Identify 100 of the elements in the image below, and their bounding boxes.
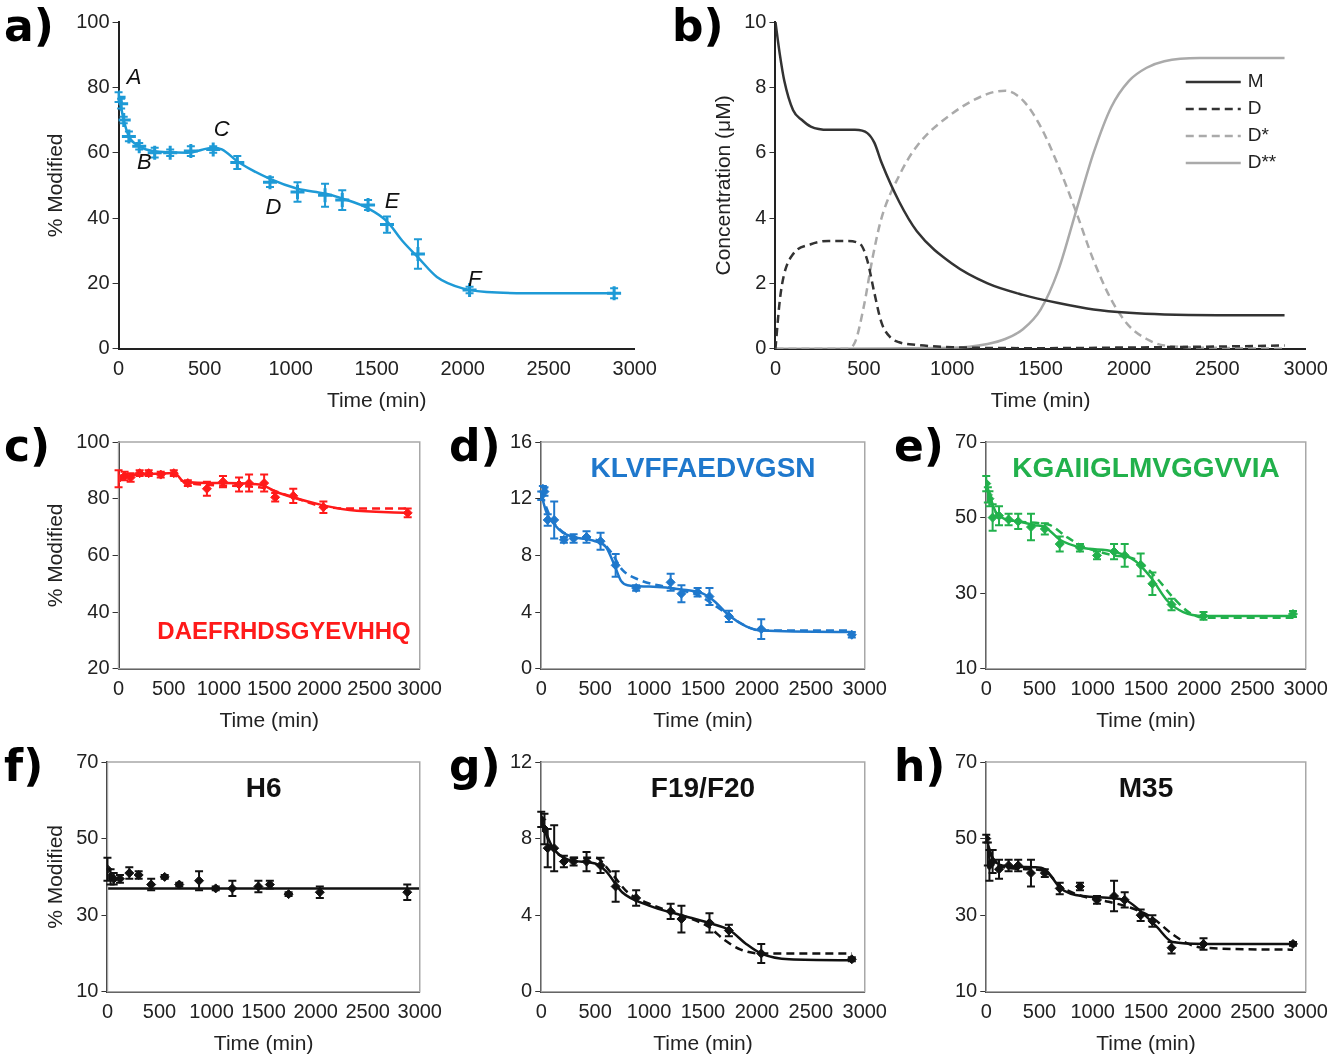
x-tick-label: 1000 bbox=[268, 357, 313, 380]
y-tick-label: 50 bbox=[955, 505, 978, 528]
y-axis-title: % Modified bbox=[43, 133, 67, 238]
x-tick-label: 2000 bbox=[293, 1000, 338, 1023]
x-tick-label: 500 bbox=[847, 357, 881, 380]
x-axis-title: Time (min) bbox=[326, 388, 427, 412]
x-tick-label: 2000 bbox=[734, 677, 780, 700]
x-tick-label: 2000 bbox=[297, 677, 342, 700]
x-tick-label: 500 bbox=[142, 1000, 177, 1023]
y-tick-label: 40 bbox=[87, 599, 110, 622]
legend-label: D bbox=[1247, 97, 1262, 119]
y-tick-label: 30 bbox=[955, 580, 978, 603]
y-axis-title: Concentration (μM) bbox=[711, 95, 735, 276]
annotation: C bbox=[213, 115, 230, 141]
x-axis-title: Time (min) bbox=[653, 708, 753, 732]
y-tick-label: 60 bbox=[87, 140, 110, 163]
y-tick-label: 30 bbox=[76, 902, 99, 925]
annotation: A bbox=[124, 63, 142, 89]
annotation: KLVFFAEDVGSN bbox=[590, 451, 816, 483]
y-tick-label: 80 bbox=[87, 486, 110, 509]
x-tick-label: 3000 bbox=[842, 1000, 887, 1023]
x-tick-label: 3000 bbox=[397, 677, 442, 700]
chart-title: a) bbox=[4, 0, 54, 51]
x-tick-label: 1000 bbox=[1070, 677, 1115, 700]
x-tick-label: 500 bbox=[1022, 1000, 1057, 1023]
x-tick-label: 2000 bbox=[1177, 1000, 1222, 1023]
x-tick-label: 1000 bbox=[626, 1000, 672, 1023]
y-tick-label: 60 bbox=[87, 542, 110, 565]
x-tick-label: 0 bbox=[980, 677, 992, 700]
x-tick-label: 2500 bbox=[345, 1000, 390, 1023]
y-tick-label: 16 bbox=[510, 429, 533, 452]
x-tick-label: 0 bbox=[535, 1000, 547, 1023]
x-tick-label: 1500 bbox=[246, 677, 292, 700]
x-tick-label: 1500 bbox=[1018, 357, 1063, 380]
chart-title: f) bbox=[4, 740, 44, 791]
y-tick-label: 30 bbox=[955, 902, 978, 925]
x-tick-label: 2000 bbox=[734, 1000, 780, 1023]
x-tick-label: 2000 bbox=[440, 357, 485, 380]
x-tick-label: 0 bbox=[769, 357, 782, 380]
x-tick-label: 1500 bbox=[354, 357, 399, 380]
y-tick-label: 4 bbox=[755, 205, 767, 228]
x-axis-title: Time (min) bbox=[990, 388, 1091, 412]
x-tick-label: 500 bbox=[578, 1000, 612, 1023]
y-tick-label: 100 bbox=[76, 9, 110, 32]
y-tick-label: 12 bbox=[510, 486, 533, 509]
y-tick-label: 4 bbox=[521, 599, 533, 622]
x-tick-label: 1500 bbox=[1123, 677, 1169, 700]
legend-label: M bbox=[1247, 70, 1264, 92]
annotation: F bbox=[468, 266, 484, 292]
y-tick-label: 10 bbox=[955, 979, 978, 1002]
x-tick-label: 1500 bbox=[680, 677, 726, 700]
x-tick-label: 1500 bbox=[1123, 1000, 1169, 1023]
x-tick-label: 3000 bbox=[1283, 1000, 1328, 1023]
x-tick-label: 1000 bbox=[1070, 1000, 1115, 1023]
chart-title: e) bbox=[894, 420, 944, 471]
annotation: M35 bbox=[1118, 772, 1174, 804]
annotation: KGAIIGLMVGGVVIA bbox=[1012, 451, 1280, 483]
x-tick-label: 0 bbox=[980, 1000, 992, 1023]
x-tick-label: 3000 bbox=[1283, 677, 1328, 700]
y-tick-label: 10 bbox=[76, 979, 99, 1002]
legend-label: D** bbox=[1247, 151, 1277, 173]
y-axis-title: % Modified bbox=[43, 503, 67, 608]
x-tick-label: 1500 bbox=[680, 1000, 726, 1023]
x-tick-label: 2500 bbox=[788, 677, 834, 700]
annotation: H6 bbox=[245, 772, 282, 804]
annotation: D bbox=[265, 194, 282, 220]
y-axis-title: % Modified bbox=[43, 824, 67, 929]
x-tick-label: 2000 bbox=[1106, 357, 1152, 380]
x-tick-label: 1000 bbox=[189, 1000, 234, 1023]
x-tick-label: 2500 bbox=[347, 677, 392, 700]
y-tick-label: 100 bbox=[76, 429, 110, 452]
chart-title: h) bbox=[894, 740, 946, 791]
x-tick-label: 3000 bbox=[612, 357, 657, 380]
x-axis-title: Time (min) bbox=[1096, 708, 1196, 732]
y-tick-label: 8 bbox=[521, 826, 533, 849]
legend-label: D* bbox=[1247, 124, 1270, 146]
x-tick-label: 0 bbox=[535, 677, 547, 700]
x-tick-label: 500 bbox=[578, 677, 612, 700]
x-tick-label: 2500 bbox=[1230, 677, 1275, 700]
x-tick-label: 2000 bbox=[1177, 677, 1222, 700]
y-tick-label: 10 bbox=[744, 9, 767, 32]
y-tick-label: 80 bbox=[87, 74, 110, 97]
y-tick-label: 10 bbox=[955, 656, 978, 679]
annotation: F19/F20 bbox=[650, 772, 756, 804]
annotation: DAEFRHDSGYEVHHQ bbox=[157, 617, 411, 645]
x-tick-label: 500 bbox=[187, 357, 222, 380]
y-tick-label: 70 bbox=[955, 429, 978, 452]
y-tick-label: 12 bbox=[510, 749, 533, 772]
y-tick-label: 8 bbox=[521, 542, 533, 565]
x-tick-label: 1000 bbox=[626, 677, 672, 700]
y-tick-label: 40 bbox=[87, 205, 110, 228]
x-tick-label: 2500 bbox=[526, 357, 571, 380]
y-tick-label: 0 bbox=[98, 336, 110, 359]
y-tick-label: 2 bbox=[755, 270, 767, 293]
x-tick-label: 2500 bbox=[788, 1000, 834, 1023]
x-tick-label: 1000 bbox=[929, 357, 975, 380]
x-tick-label: 500 bbox=[152, 677, 186, 700]
y-tick-label: 8 bbox=[755, 74, 767, 97]
y-tick-label: 4 bbox=[521, 902, 533, 925]
x-axis-title: Time (min) bbox=[219, 708, 319, 732]
